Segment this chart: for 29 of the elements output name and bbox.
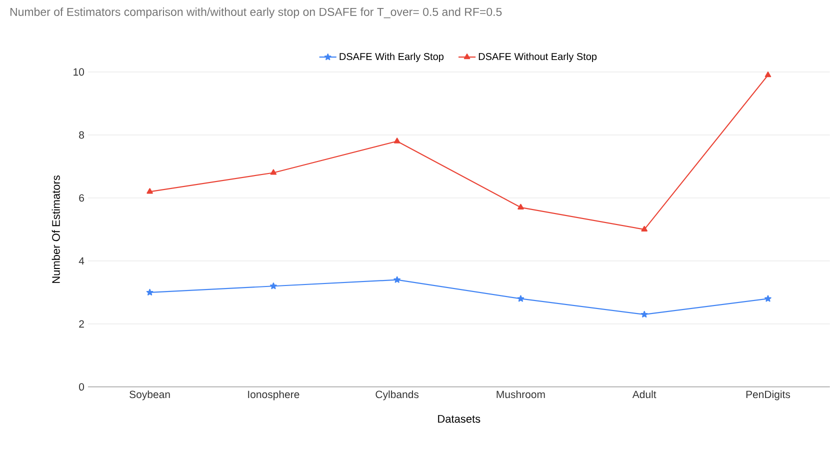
point	[640, 310, 648, 318]
x-tick-label: Mushroom	[496, 390, 545, 398]
point	[764, 295, 772, 302]
point	[517, 295, 524, 302]
point	[146, 288, 154, 296]
point	[270, 169, 277, 175]
y-tick-label: 0	[79, 383, 84, 391]
legend-label: DSAFE Without Early Stop	[478, 52, 597, 62]
x-axis-title: Datasets	[438, 415, 480, 423]
y-tick-label: 8	[79, 131, 84, 139]
x-tick-label: Cylbands	[376, 390, 419, 400]
point	[394, 276, 400, 283]
point	[518, 204, 524, 210]
point	[764, 72, 772, 78]
chart-title: Number of Estimators comparison with/without early stop on DSAFE for T_over= 0.5 and RF=0.5	[10, 8, 502, 18]
point	[641, 226, 648, 232]
legend-label: DSAFE With Early Stop	[340, 52, 444, 62]
y-tick-label: 6	[79, 194, 84, 202]
point	[146, 188, 153, 194]
x-tick-label: PenDigits	[746, 390, 790, 400]
x-tick-label: Adult	[632, 390, 656, 398]
point	[270, 282, 277, 290]
y-axis-title: Number Of Estimators	[52, 176, 60, 283]
y-tick-label: 4	[78, 257, 84, 265]
x-tick-label: Ionosphere	[248, 390, 300, 400]
x-tick-label: Soybean	[130, 390, 170, 400]
point	[394, 138, 400, 144]
y-tick-label: 10	[74, 68, 84, 76]
y-tick-label: 2	[79, 320, 84, 328]
